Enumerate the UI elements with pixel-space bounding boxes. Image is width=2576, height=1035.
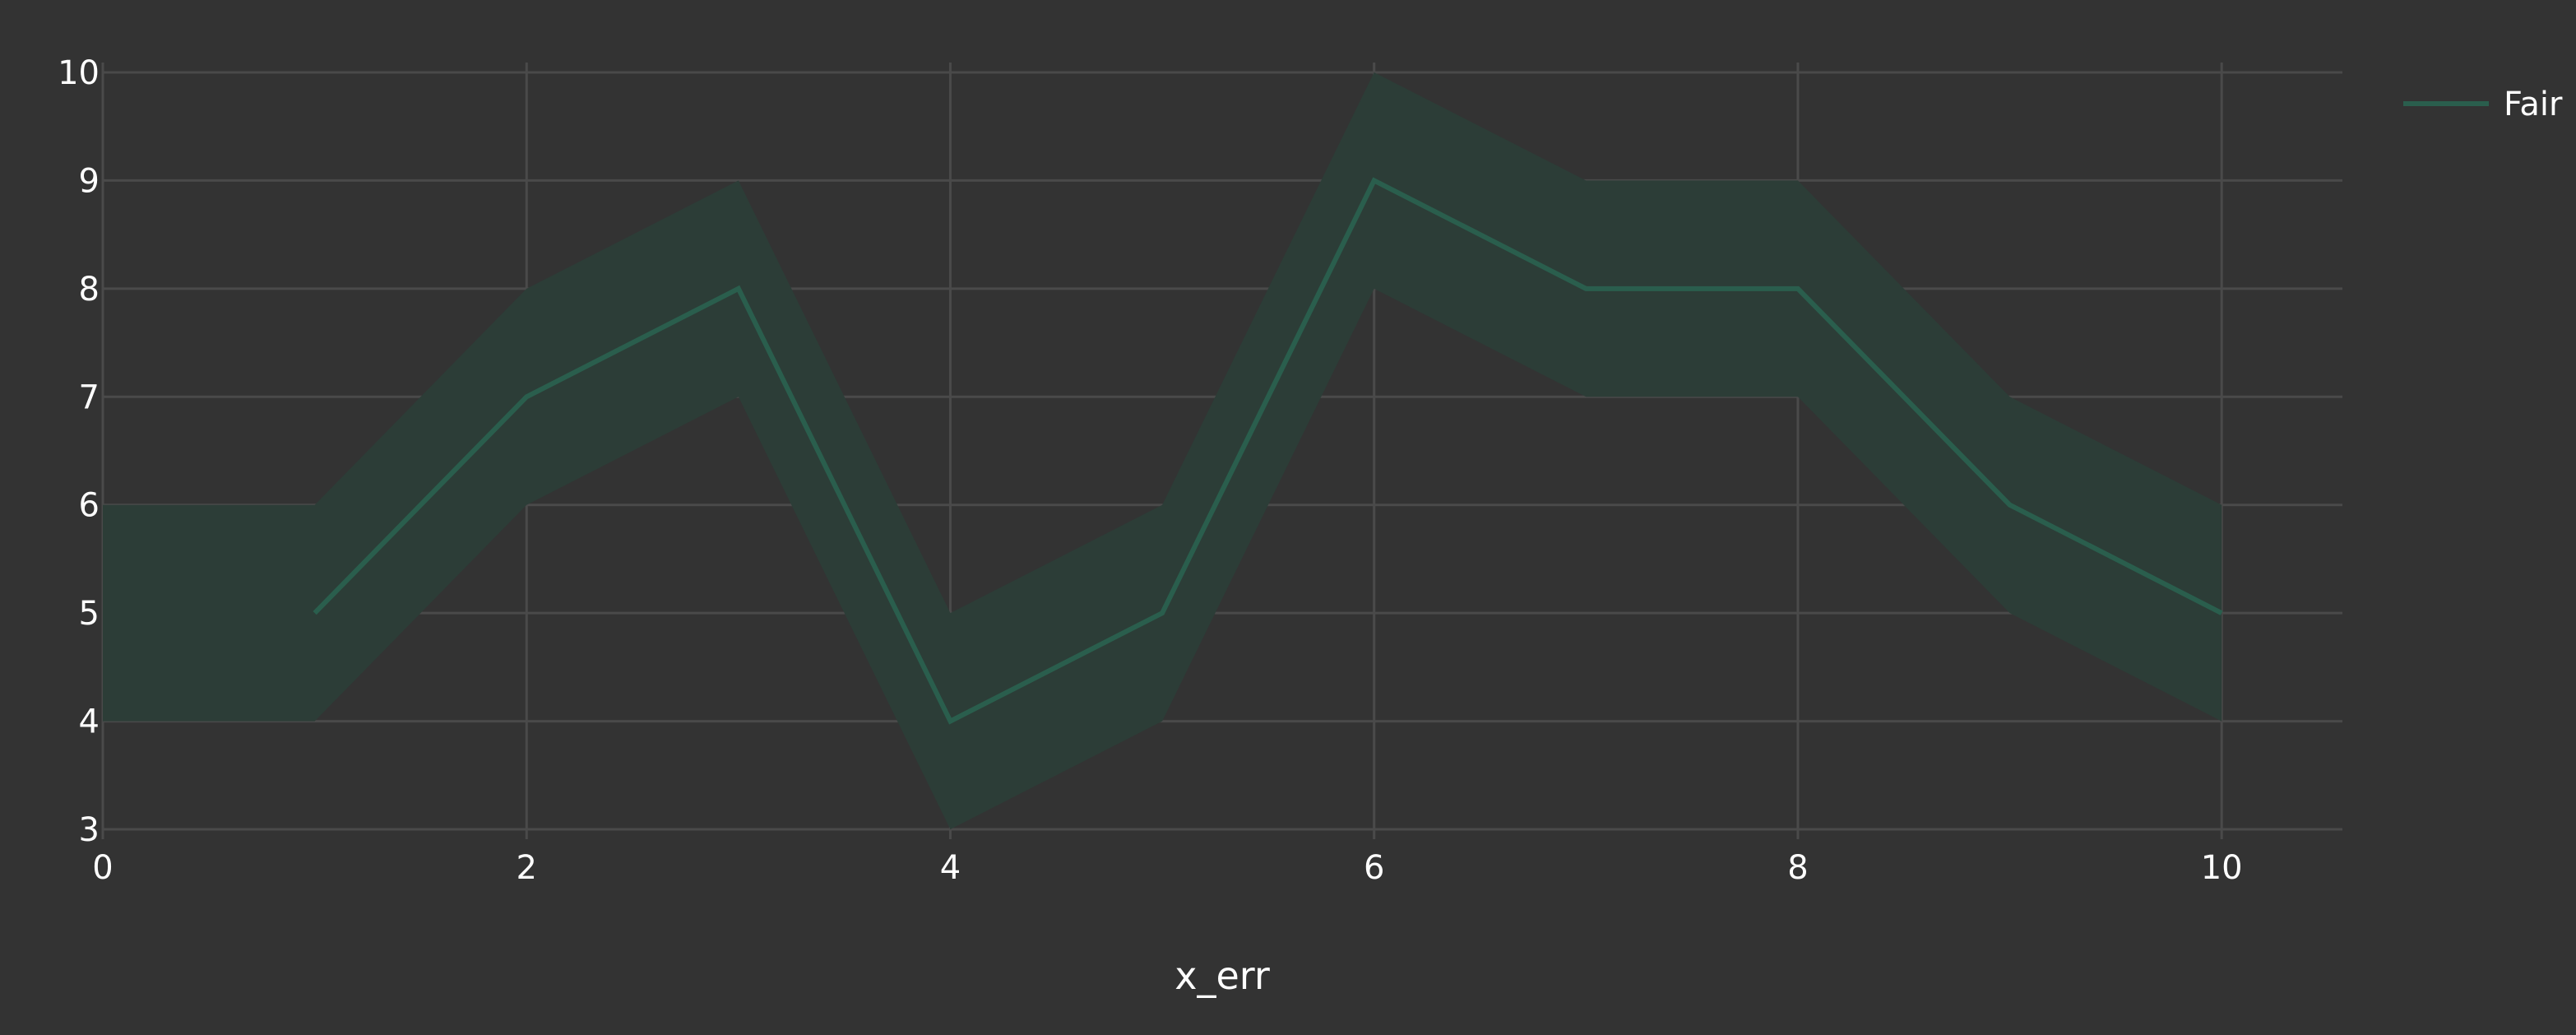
legend[interactable]: Fair [2403,86,2563,123]
y-tick-label: 9 [79,162,100,200]
x-tick-label: 10 [2201,849,2243,887]
series-layer [313,177,2223,725]
band-area [103,72,2222,829]
x-tick-label: 6 [1364,849,1384,887]
x-tick-label: 8 [1787,849,1808,887]
x-axis-title: x_err [1174,954,1270,998]
y-tick-label: 6 [79,487,100,525]
legend-label-fair: Fair [2504,86,2563,123]
error-band [103,72,2222,829]
x-tick-label: 2 [517,849,537,887]
y-tick-label: 3 [79,811,100,849]
y-tick-label: 10 [58,54,100,92]
x-tick-label: 4 [940,849,961,887]
x-tick-label: 0 [92,849,113,887]
x-axis-ticks: 0 2 4 6 8 10 [92,849,2242,887]
series-line-fair [313,177,2223,725]
y-tick-label: 7 [79,378,100,416]
y-tick-label: 5 [79,595,100,633]
y-tick-label: 4 [79,703,100,741]
y-axis-ticks: 3 4 5 6 7 8 9 10 [58,54,100,849]
y-tick-label: 8 [79,271,100,309]
